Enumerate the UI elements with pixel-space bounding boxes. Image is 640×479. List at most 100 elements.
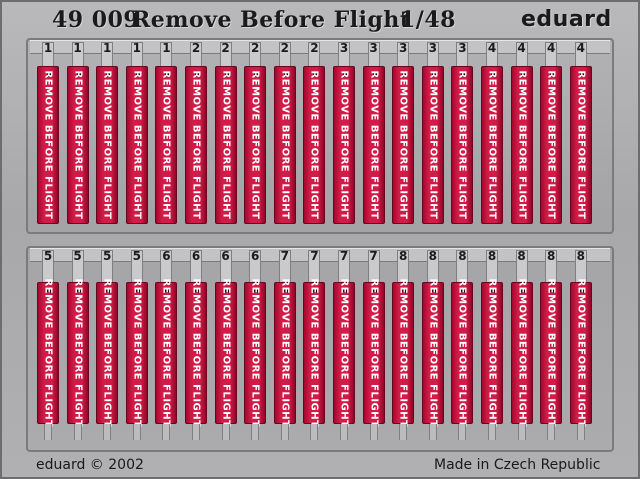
grommet-hole <box>461 72 467 77</box>
part-number: 7 <box>369 249 378 263</box>
grommet-hole <box>254 72 260 77</box>
part-number: 1 <box>132 41 141 55</box>
tag-legend: REMOVE BEFORE FLIGHT <box>575 278 587 428</box>
red-ribbon: REMOVE BEFORE FLIGHT <box>362 279 385 427</box>
tag-legend: REMOVE BEFORE FLIGHT <box>397 278 409 428</box>
grommet-hole <box>491 288 496 293</box>
grommet-hole <box>491 72 496 77</box>
red-ribbon: REMOVE BEFORE FLIGHT <box>481 279 503 427</box>
grommet-hole <box>520 288 526 293</box>
tag-legend: REMOVE BEFORE FLIGHT <box>516 278 528 428</box>
grommet-hole <box>343 288 348 293</box>
rbf-tag: 1 REMOVE BEFORE FLIGHT <box>95 38 119 224</box>
red-ribbon: REMOVE BEFORE FLIGHT <box>244 66 267 224</box>
part-number: 7 <box>339 249 349 263</box>
top-row-frame <box>26 38 614 234</box>
rbf-tag: 8 REMOVE BEFORE FLIGHT <box>510 246 534 440</box>
tag-legend: REMOVE BEFORE FLIGHT <box>575 70 587 220</box>
red-ribbon: REMOVE BEFORE FLIGHT <box>125 279 148 427</box>
bottom-stem <box>103 424 112 440</box>
bottom-stem <box>221 424 230 440</box>
tag-legend: REMOVE BEFORE FLIGHT <box>131 70 143 220</box>
part-number: 3 <box>369 41 378 55</box>
grommet-hole <box>461 288 467 293</box>
red-ribbon: REMOVE BEFORE FLIGHT <box>481 66 503 224</box>
tag-legend: REMOVE BEFORE FLIGHT <box>279 70 291 220</box>
grommet-hole <box>47 72 52 77</box>
part-number: 8 <box>547 249 556 263</box>
part-number: 8 <box>458 249 467 263</box>
rbf-tag: 1 REMOVE BEFORE FLIGHT <box>66 38 90 224</box>
red-ribbon: REMOVE BEFORE FLIGHT <box>66 66 89 224</box>
rbf-tag: 4 REMOVE BEFORE FLIGHT <box>510 38 534 224</box>
tag-legend: REMOVE BEFORE FLIGHT <box>101 70 113 220</box>
rbf-tag: 8 REMOVE BEFORE FLIGHT <box>539 246 563 440</box>
red-ribbon: REMOVE BEFORE FLIGHT <box>185 66 207 224</box>
red-ribbon: REMOVE BEFORE FLIGHT <box>155 279 178 427</box>
rbf-tag: 4 REMOVE BEFORE FLIGHT <box>480 38 504 224</box>
red-ribbon: REMOVE BEFORE FLIGHT <box>303 279 326 427</box>
grommet-hole <box>550 288 556 293</box>
grommet-hole <box>431 288 437 293</box>
rbf-tag: 1 REMOVE BEFORE FLIGHT <box>154 38 178 224</box>
grommet-hole <box>579 288 585 293</box>
rbf-tag: 8 REMOVE BEFORE FLIGHT <box>569 246 593 440</box>
tag-legend: REMOVE BEFORE FLIGHT <box>190 278 202 428</box>
tag-legend: REMOVE BEFORE FLIGHT <box>190 70 202 220</box>
brand-logo: eduard <box>521 7 612 32</box>
part-number: 3 <box>399 41 408 55</box>
part-number: 1 <box>162 41 171 55</box>
red-ribbon: REMOVE BEFORE FLIGHT <box>244 279 267 427</box>
tag-legend: REMOVE BEFORE FLIGHT <box>72 70 84 220</box>
part-number: 5 <box>73 249 82 263</box>
red-ribbon: REMOVE BEFORE FLIGHT <box>96 279 119 427</box>
bottom-stem <box>44 424 52 440</box>
rbf-tag: 4 REMOVE BEFORE FLIGHT <box>569 38 593 224</box>
red-ribbon: REMOVE BEFORE FLIGHT <box>510 66 533 224</box>
tag-legend: REMOVE BEFORE FLIGHT <box>397 70 409 220</box>
part-number: 7 <box>310 249 319 263</box>
bottom-stem <box>547 424 556 440</box>
grommet-hole <box>431 72 437 77</box>
part-number: 6 <box>221 249 230 263</box>
rbf-tag: 5 REMOVE BEFORE FLIGHT <box>36 246 60 440</box>
red-ribbon: REMOVE BEFORE FLIGHT <box>125 66 148 224</box>
tag-legend: REMOVE BEFORE FLIGHT <box>308 278 320 428</box>
part-number: 5 <box>132 249 141 263</box>
red-ribbon: REMOVE BEFORE FLIGHT <box>333 66 355 224</box>
rbf-tag: 6 REMOVE BEFORE FLIGHT <box>243 246 267 440</box>
part-number: 2 <box>310 41 319 55</box>
part-number: 4 <box>547 41 556 55</box>
tag-legend: REMOVE BEFORE FLIGHT <box>160 70 172 220</box>
origin-text: Made in Czech Republic <box>434 457 601 473</box>
red-ribbon: REMOVE BEFORE FLIGHT <box>569 66 592 224</box>
red-ribbon: REMOVE BEFORE FLIGHT <box>214 279 237 427</box>
tag-legend: REMOVE BEFORE FLIGHT <box>160 278 172 428</box>
tag-legend: REMOVE BEFORE FLIGHT <box>545 70 557 220</box>
part-number: 1 <box>103 41 112 55</box>
tag-legend: REMOVE BEFORE FLIGHT <box>368 278 380 428</box>
rbf-tag: 8 REMOVE BEFORE FLIGHT <box>480 246 504 440</box>
bottom-stem <box>488 424 496 440</box>
grommet-hole <box>283 72 289 77</box>
red-ribbon: REMOVE BEFORE FLIGHT <box>155 66 178 224</box>
rbf-tag: 3 REMOVE BEFORE FLIGHT <box>391 38 415 224</box>
rbf-tag: 5 REMOVE BEFORE FLIGHT <box>125 246 149 440</box>
bottom-stem <box>369 424 378 440</box>
red-ribbon: REMOVE BEFORE FLIGHT <box>569 279 592 427</box>
red-ribbon: REMOVE BEFORE FLIGHT <box>214 66 237 224</box>
rbf-tag: 8 REMOVE BEFORE FLIGHT <box>391 246 415 440</box>
rbf-tag: 5 REMOVE BEFORE FLIGHT <box>66 246 90 440</box>
bottom-stem <box>399 424 408 440</box>
grommet-hole <box>195 288 200 293</box>
red-ribbon: REMOVE BEFORE FLIGHT <box>421 279 444 427</box>
tag-legend: REMOVE BEFORE FLIGHT <box>42 278 54 428</box>
tag-legend: REMOVE BEFORE FLIGHT <box>427 278 439 428</box>
part-number: 4 <box>576 41 585 55</box>
grommet-hole <box>313 72 319 77</box>
tag-legend: REMOVE BEFORE FLIGHT <box>545 278 557 428</box>
rbf-tag: 2 REMOVE BEFORE FLIGHT <box>273 38 297 224</box>
tag-legend: REMOVE BEFORE FLIGHT <box>308 70 320 220</box>
part-number: 2 <box>280 41 289 55</box>
